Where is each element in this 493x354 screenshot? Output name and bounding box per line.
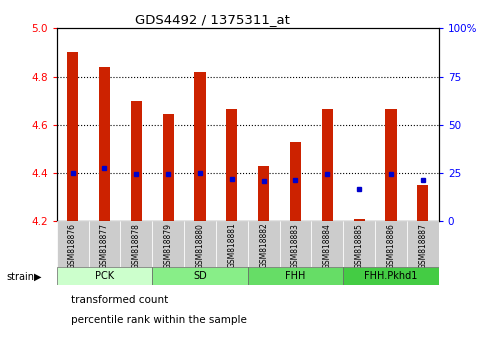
Text: GSM818884: GSM818884 (323, 223, 332, 268)
Text: PCK: PCK (95, 271, 114, 281)
Text: GSM818886: GSM818886 (387, 223, 395, 268)
Text: GSM818885: GSM818885 (354, 223, 364, 268)
Text: GSM818878: GSM818878 (132, 223, 141, 268)
Bar (375, 221, 407, 267)
Text: GSM818882: GSM818882 (259, 223, 268, 268)
Bar (120, 221, 152, 267)
Bar (194, 72, 206, 221)
Text: strain: strain (6, 272, 35, 282)
Text: GSM818883: GSM818883 (291, 223, 300, 268)
Bar (247, 267, 343, 285)
Text: FHH: FHH (285, 271, 306, 281)
Bar (247, 221, 280, 267)
Bar (417, 185, 428, 221)
Text: GSM818876: GSM818876 (68, 223, 77, 269)
Bar (89, 221, 120, 267)
Bar (353, 219, 365, 221)
Bar (57, 221, 89, 267)
Text: GSM818880: GSM818880 (195, 223, 205, 268)
Bar (343, 267, 439, 285)
Text: GDS4492 / 1375311_at: GDS4492 / 1375311_at (135, 13, 289, 26)
Bar (152, 221, 184, 267)
Bar (216, 221, 247, 267)
Bar (343, 221, 375, 267)
Text: SD: SD (193, 271, 207, 281)
Bar (407, 221, 439, 267)
Bar (163, 114, 174, 221)
Text: FHH.Pkhd1: FHH.Pkhd1 (364, 271, 418, 281)
Bar (226, 109, 238, 221)
Bar (322, 109, 333, 221)
Bar (131, 101, 142, 221)
Text: GSM818877: GSM818877 (100, 223, 109, 269)
Text: GSM818887: GSM818887 (419, 223, 427, 268)
Text: GSM818879: GSM818879 (164, 223, 173, 269)
Bar (184, 221, 216, 267)
Bar (386, 109, 396, 221)
Text: transformed count: transformed count (71, 295, 169, 305)
Bar (99, 67, 110, 221)
Text: percentile rank within the sample: percentile rank within the sample (71, 315, 247, 325)
Bar (152, 267, 247, 285)
Text: ▶: ▶ (34, 272, 41, 282)
Bar (258, 166, 269, 221)
Bar (312, 221, 343, 267)
Text: GSM818881: GSM818881 (227, 223, 236, 268)
Bar (57, 267, 152, 285)
Bar (280, 221, 312, 267)
Bar (290, 142, 301, 221)
Bar (67, 52, 78, 221)
